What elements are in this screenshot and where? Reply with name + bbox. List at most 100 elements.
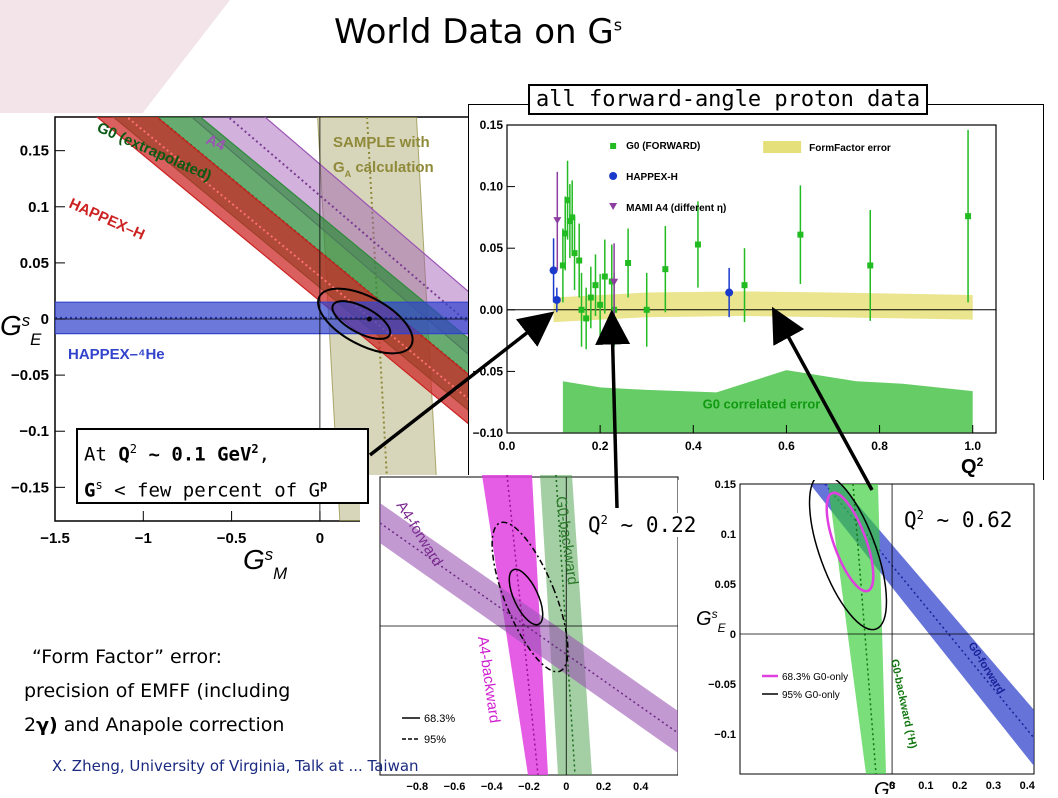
main-ytick-label: −0.15: [11, 479, 49, 496]
right-ellipse-68: [825, 491, 875, 593]
g0-point: [601, 273, 608, 280]
g0-point: [578, 306, 585, 313]
ff-note-line-1: “Form Factor” error:: [32, 646, 223, 668]
g0-point: [597, 301, 604, 308]
legend-happex-marker: [609, 172, 618, 180]
main-xtick-label: −1: [135, 530, 152, 547]
g0-backward-center: [555, 474, 576, 776]
g0-point: [662, 266, 669, 273]
g0-point: [571, 250, 578, 257]
right-ytick-label: 0.05: [715, 579, 736, 591]
slide-title-sup: s: [613, 15, 623, 35]
right-ytick-label: 0.15: [715, 480, 736, 491]
right-xtick-label: 0.3: [986, 780, 1001, 792]
a4-forward-center: [379, 522, 679, 734]
mid-xtick-label: 0.4: [633, 781, 649, 793]
legend-68-text: 68.3%: [424, 713, 455, 725]
g0-point: [566, 218, 573, 225]
main-ytick-label: 0.05: [20, 255, 49, 272]
mid-xtick-label: −0.6: [444, 781, 466, 793]
right-ytick-label: −0.05: [708, 679, 736, 691]
slide-title-text: World Data on G: [334, 12, 614, 52]
q2-062-label: Q2 ~ 0.62: [904, 508, 1013, 532]
legend-a4-marker: [609, 203, 618, 210]
g0-point: [583, 315, 590, 322]
forward-data-panel: G0 correlated error 0.0 0.2 0.4 0.6 0.8 1.0 −0.…: [468, 104, 1044, 492]
a4-band-center: [226, 117, 470, 326]
footer-citation: X. Zheng, University of Virginia, Talk a…: [52, 757, 419, 775]
main-xlabel: GsM: [243, 544, 287, 581]
fwd-xlabel: Q2: [961, 455, 984, 478]
happex-point: [725, 288, 734, 297]
note-line-1: At Q2 ~ 0.1 GeV2,: [84, 442, 271, 466]
fwd-xtick-label: 0.2: [592, 439, 609, 453]
sample-label-2: GA calculation: [333, 159, 434, 179]
g0-point: [797, 231, 804, 238]
mid-ellipse-68: [508, 568, 544, 626]
g0-point: [592, 282, 599, 289]
mid-xtick-label: −0.8: [406, 781, 428, 793]
main-xtick-label: −1.5: [40, 530, 70, 547]
happex-point: [549, 266, 558, 275]
g0-point: [867, 262, 874, 269]
legend-g0-marker: [610, 143, 617, 149]
g0-point: [965, 213, 972, 220]
g0-point: [643, 306, 650, 313]
fwd-xtick-label: 0.4: [685, 439, 702, 453]
fwd-xtick-label: 0.6: [778, 439, 795, 453]
fwd-ytick-label: −0.05: [473, 364, 504, 378]
happex-he-label: HAPPEX–⁴He: [68, 346, 165, 363]
happex-point: [552, 295, 561, 304]
mid-ellipse-95: [491, 521, 569, 673]
main-ytick-label: −0.05: [11, 367, 49, 384]
main-ytick-label: 0.15: [20, 143, 49, 160]
correlated-error-label: G0 correlated error: [703, 396, 821, 411]
right-ytick-label: 0.1: [721, 529, 736, 541]
happex-he-band: [55, 301, 470, 335]
right-xlabel: Gs: [874, 778, 896, 794]
legend-ff-text: FormFactor error: [809, 143, 891, 154]
right-xtick-label: 0.1: [918, 780, 933, 792]
q2-022-label: Q2 ~ 0.22: [588, 513, 697, 537]
g0-backward-center: [852, 483, 877, 775]
main-ytick-label: 0: [41, 311, 49, 328]
g0-point: [741, 282, 748, 289]
legend-a4-text: MAMI A4 (different η): [626, 203, 726, 214]
a4-forward-band: [380, 503, 678, 753]
q2-062-panel: 0.15 0.1 0.05 0 −0.05 −0.1 0 0.1 0.2 0.3 0.4 GsE Gs G…: [678, 473, 1058, 798]
low-q2-note: At Q2 ~ 0.1 GeV2, Gs < few percent of Gp: [76, 428, 369, 504]
fwd-xtick-label: 1.0: [964, 439, 981, 453]
legend-68-text: 68.3% G0-only: [782, 672, 848, 683]
mid-xtick-label: 0.2: [596, 781, 611, 793]
g0-point: [576, 257, 583, 264]
fwd-ytick-label: 0.10: [480, 180, 504, 194]
ff-note-line-2: precision of EMFF (including: [24, 680, 291, 702]
fwd-ytick-label: 0.05: [480, 241, 504, 255]
mid-xtick-label: 0: [563, 781, 569, 793]
right-ytick-label: −0.1: [714, 729, 736, 741]
right-plot-frame: [739, 483, 1035, 775]
form-factor-band: [553, 291, 973, 323]
a4-point: [553, 217, 562, 225]
fwd-xtick-label: 0.8: [871, 439, 888, 453]
right-xtick-label: 0.4: [1020, 780, 1036, 792]
g0-point: [694, 241, 701, 248]
main-ylabel: GsE: [0, 310, 42, 349]
main-xtick-label: 0: [316, 530, 324, 547]
forward-data-callout: all forward-angle proton data: [528, 84, 929, 115]
fwd-ytick-label: 0.15: [480, 118, 504, 132]
g0-point: [559, 262, 566, 269]
legend-95-text: 95%: [424, 734, 446, 746]
main-ytick-label: −0.1: [19, 423, 49, 440]
forward-chart: G0 correlated error 0.0 0.2 0.4 0.6 0.8 1.0 −0.…: [473, 118, 997, 478]
fwd-ytick-label: 0.00: [480, 303, 504, 317]
legend-g0-text: G0 (FORWARD): [626, 141, 700, 152]
form-factor-note: “Form Factor” error: precision of EMFF (…: [24, 640, 354, 742]
fwd-ytick-label: −0.10: [473, 426, 504, 440]
g0-point: [587, 294, 594, 301]
legend-happex-text: HAPPEX-H: [626, 172, 678, 183]
right-ylabel: GsE: [696, 607, 727, 635]
main-ytick-label: 0.1: [28, 199, 49, 216]
note-line-2: Gs < few percent of Gp: [84, 478, 328, 502]
q2-062-chart: 0.150.10.050−0.05−0.10 0.1 0.2 0.3 0.4GsEGsG…: [696, 473, 1036, 798]
